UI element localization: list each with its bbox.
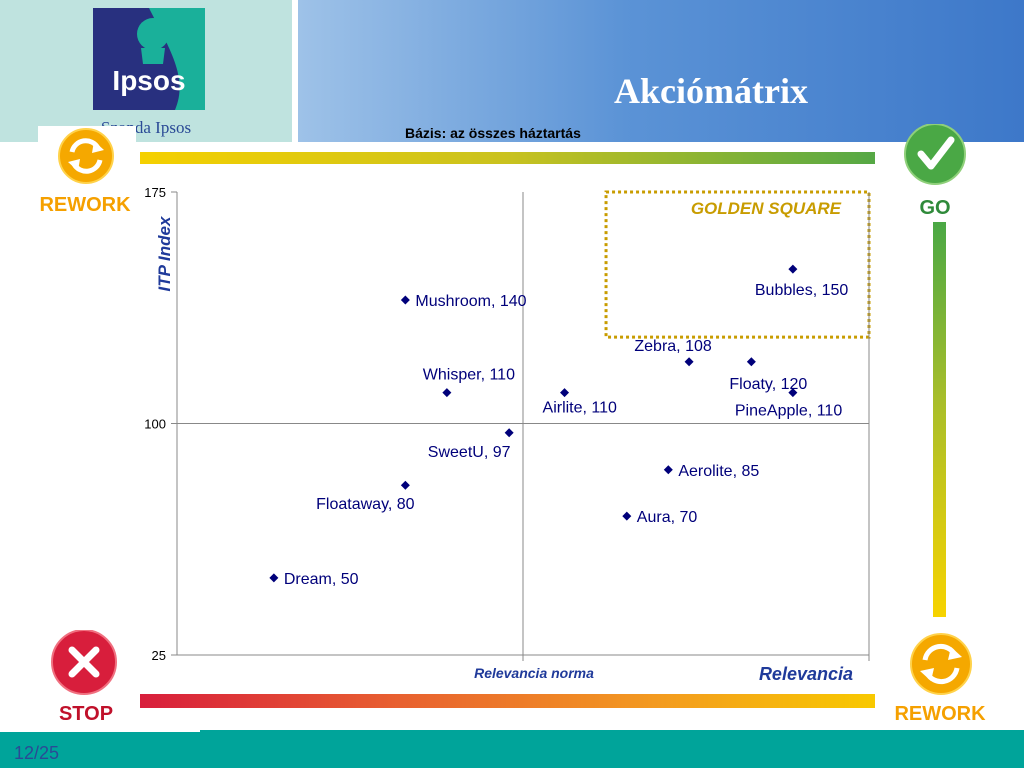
- top-gradient-bar: [140, 152, 875, 164]
- golden-square-label: GOLDEN SQUARE: [691, 199, 842, 218]
- header-right-panel: [298, 0, 1024, 142]
- y-tick-label: 100: [144, 417, 166, 432]
- chart-subtitle: Bázis: az összes háztartás: [405, 125, 581, 141]
- page-title: Akciómátrix: [614, 71, 808, 111]
- data-point-label: Mushroom, 140: [415, 293, 526, 310]
- logo-text: Ipsos: [112, 65, 185, 96]
- data-point-label: Floaty, 120: [729, 376, 807, 393]
- data-point-label: Aerolite, 85: [678, 463, 759, 480]
- data-point-marker: [663, 465, 673, 475]
- page-number: 12/25: [14, 743, 60, 763]
- refresh-icon: [59, 129, 113, 183]
- rework-top-label: REWORK: [39, 194, 131, 216]
- refresh-icon: [911, 634, 971, 694]
- header-separator: [292, 0, 298, 142]
- ipsos-logo: Ipsos: [93, 8, 205, 110]
- rework-badge-bottom: REWORK: [885, 632, 995, 728]
- bottom-gradient-bar: [140, 694, 875, 708]
- data-point-label: Bubbles, 150: [755, 282, 849, 299]
- data-point-marker: [400, 295, 410, 305]
- y-axis-title: ITP Index: [155, 215, 174, 291]
- data-point-marker: [560, 388, 570, 398]
- data-point-marker: [400, 480, 410, 490]
- footer-bar: [0, 730, 1024, 768]
- data-point-marker: [788, 264, 798, 274]
- footer-accent: [0, 730, 200, 732]
- data-point-marker: [788, 388, 798, 398]
- data-point-marker: [746, 357, 756, 367]
- data-point-marker: [269, 573, 279, 583]
- data-point-label: Whisper, 110: [423, 367, 515, 384]
- data-point-label: PineApple, 110: [735, 403, 842, 420]
- data-point-label: Zebra, 108: [634, 338, 711, 355]
- data-point-marker: [504, 428, 514, 438]
- rework-bottom-label: REWORK: [894, 703, 986, 725]
- rework-badge-top: REWORK: [30, 126, 140, 222]
- go-label: GO: [919, 197, 950, 219]
- y-tick-label: 175: [144, 185, 166, 200]
- x-axis-title: Relevancia: [759, 664, 853, 684]
- right-gradient-bar: [933, 222, 946, 617]
- relevance-norm-label: Relevancia norma: [474, 665, 594, 681]
- data-point-label: Dream, 50: [284, 571, 359, 588]
- go-badge: GO: [895, 123, 975, 220]
- data-point-label: Floataway, 80: [316, 496, 415, 513]
- stop-badge: STOP: [44, 629, 128, 726]
- data-point-marker: [622, 511, 632, 521]
- stop-label: STOP: [59, 703, 113, 725]
- data-point-label: Aura, 70: [637, 509, 698, 526]
- data-point-label: SweetU, 97: [428, 444, 511, 461]
- data-point-label: Airlite, 110: [543, 400, 618, 417]
- data-point-marker: [442, 388, 452, 398]
- data-point-marker: [684, 357, 694, 367]
- y-tick-label: 25: [152, 648, 166, 663]
